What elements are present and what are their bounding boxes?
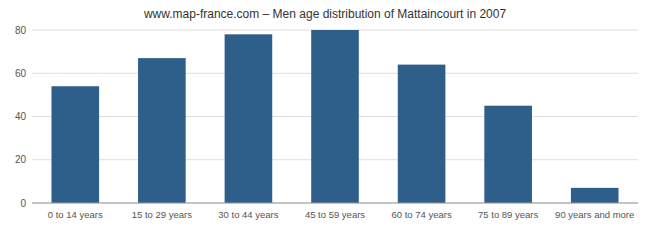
x-tick-label: 75 to 89 years: [478, 209, 538, 220]
page: {"chart_data": {"type": "bar", "title": …: [0, 0, 650, 229]
bars: [51, 30, 618, 203]
chart-container: www.map-france.com – Men age distributio…: [0, 0, 650, 229]
x-tick-label: 30 to 44 years: [218, 209, 278, 220]
y-tick-label: 80: [15, 25, 27, 36]
y-tick-label: 0: [20, 198, 26, 209]
y-tick-label: 40: [15, 111, 27, 122]
background: [0, 0, 650, 229]
bar: [311, 30, 359, 203]
x-tick-label: 45 to 59 years: [305, 209, 365, 220]
x-axis-line: [32, 203, 638, 204]
chart-svg: www.map-france.com – Men age distributio…: [0, 0, 650, 229]
bar: [484, 106, 532, 203]
bar: [571, 188, 619, 203]
grid-line: [32, 203, 638, 204]
x-tick-label: 0 to 14 years: [48, 209, 103, 220]
bar: [138, 58, 186, 203]
y-tick-label: 20: [15, 154, 27, 165]
x-tick-label: 90 years and more: [555, 209, 634, 220]
y-tick-label: 60: [15, 68, 27, 79]
y-grid: [32, 30, 638, 203]
bar: [225, 34, 273, 203]
title: www.map-france.com – Men age distributio…: [143, 7, 507, 21]
x-tick-label: 60 to 74 years: [391, 209, 451, 220]
x-tick-label: 15 to 29 years: [132, 209, 192, 220]
bar: [51, 86, 99, 203]
bar: [398, 65, 446, 203]
